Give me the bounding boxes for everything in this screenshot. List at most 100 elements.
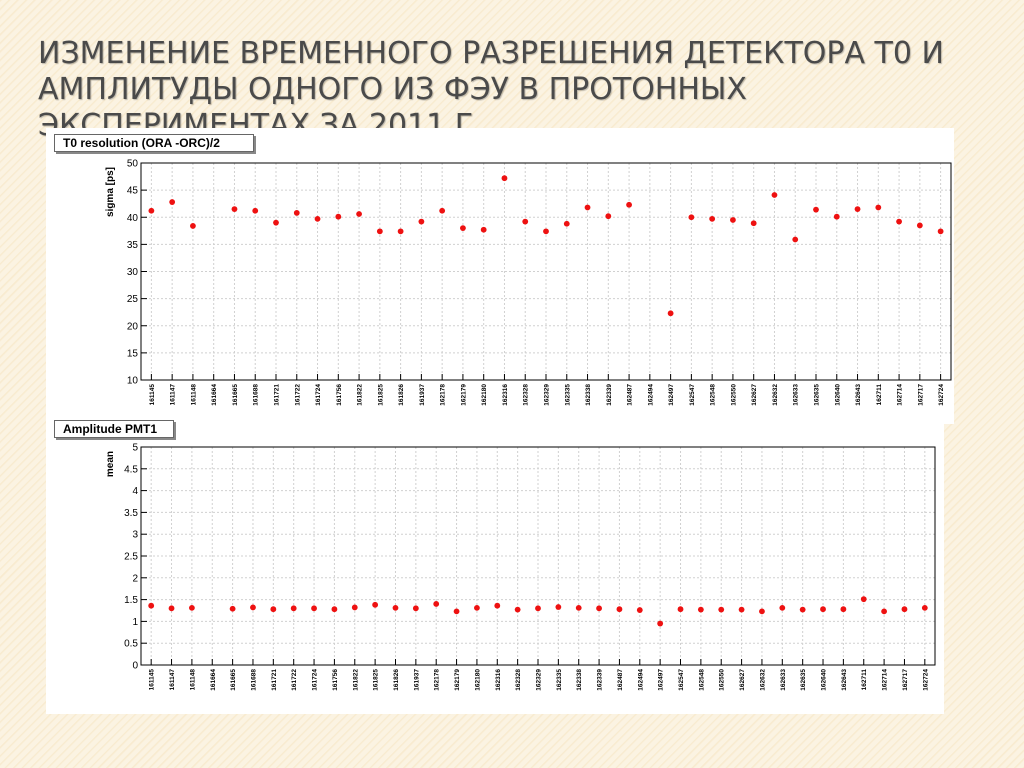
x-tick-label: 161756 bbox=[336, 384, 343, 406]
data-point bbox=[314, 215, 321, 222]
y-tick-label: 2.5 bbox=[124, 552, 138, 563]
x-tick-label: 162711 bbox=[861, 669, 868, 691]
data-point bbox=[168, 605, 175, 612]
data-point bbox=[433, 601, 440, 607]
data-point bbox=[820, 606, 826, 613]
y-tick-label: 30 bbox=[127, 267, 139, 278]
y-tick-label: 4.5 bbox=[124, 464, 138, 475]
x-tick-label: 162180 bbox=[474, 669, 481, 691]
x-tick-label: 162328 bbox=[515, 669, 522, 691]
data-point bbox=[626, 201, 632, 208]
x-tick-label: 162714 bbox=[882, 669, 889, 691]
plot-frame bbox=[140, 162, 952, 381]
x-tick-label: 161688 bbox=[250, 669, 257, 691]
data-point bbox=[657, 620, 664, 627]
data-point bbox=[896, 218, 902, 225]
x-tick-label: 162487 bbox=[627, 384, 634, 406]
y-tick-label: 3.5 bbox=[124, 508, 138, 519]
data-point bbox=[252, 207, 259, 214]
x-tick-label: 162494 bbox=[637, 669, 644, 691]
data-point bbox=[188, 604, 195, 611]
x-tick-label: 161825 bbox=[373, 669, 380, 691]
x-tick-label: 162643 bbox=[841, 669, 848, 691]
x-tick-label: 162633 bbox=[793, 384, 800, 406]
data-point bbox=[514, 606, 521, 613]
y-tick-label: 50 bbox=[127, 159, 139, 170]
data-point bbox=[718, 606, 725, 613]
x-tick-label: 162179 bbox=[454, 669, 461, 691]
x-tick-label: 162548 bbox=[710, 384, 717, 406]
x-tick-label: 161756 bbox=[332, 669, 339, 691]
chart-title: T0 resolution (ORA -ORC)/2 bbox=[54, 134, 254, 152]
x-tick-label: 161721 bbox=[271, 669, 278, 691]
x-tick-label: 162179 bbox=[460, 384, 467, 406]
plot-frame bbox=[140, 446, 936, 666]
y-tick-label: 0 bbox=[132, 661, 138, 672]
x-tick-label: 161822 bbox=[352, 669, 359, 691]
data-point bbox=[563, 220, 570, 227]
x-tick-label: 162711 bbox=[876, 384, 883, 406]
data-point bbox=[937, 228, 944, 235]
x-tick-label: 162338 bbox=[576, 669, 583, 691]
data-point bbox=[418, 218, 425, 225]
x-tick-label: 161147 bbox=[170, 384, 177, 406]
x-tick-label: 161145 bbox=[149, 384, 156, 406]
x-tick-label: 162548 bbox=[698, 669, 705, 691]
data-point bbox=[494, 602, 501, 609]
y-tick-label: 25 bbox=[127, 294, 139, 305]
amplitude-chart: 0 0.5 1 1.5 2 2.5 3 3.5 4 4.5 5 161145 161147 161148 1… bbox=[105, 443, 936, 691]
data-point bbox=[813, 206, 819, 213]
data-point bbox=[901, 606, 908, 613]
data-point bbox=[351, 604, 358, 611]
data-point bbox=[290, 605, 297, 612]
x-tick-label: 161937 bbox=[413, 669, 420, 691]
data-point bbox=[738, 606, 745, 613]
slide-title: Изменение временного разрешения детектор… bbox=[38, 36, 944, 143]
data-point bbox=[792, 236, 799, 243]
x-tick-label: 162338 bbox=[585, 384, 592, 406]
data-point bbox=[229, 605, 236, 612]
data-point bbox=[833, 213, 840, 220]
data-point bbox=[522, 218, 529, 225]
data-point bbox=[677, 606, 684, 613]
data-point bbox=[779, 604, 786, 611]
y-tick-label: 2 bbox=[132, 573, 138, 584]
data-point bbox=[555, 604, 562, 610]
y-tick-label: 40 bbox=[127, 213, 139, 224]
data-point bbox=[392, 604, 399, 611]
x-tick-label: 162643 bbox=[855, 384, 862, 406]
data-point bbox=[311, 605, 317, 612]
x-tick-label: 161665 bbox=[232, 384, 239, 406]
data-point bbox=[543, 228, 549, 235]
x-tick-label: 162329 bbox=[544, 384, 551, 406]
x-tick-label: 162717 bbox=[902, 669, 909, 691]
x-tick-label: 162635 bbox=[814, 384, 821, 406]
x-tick-label: 162178 bbox=[434, 669, 441, 691]
x-tick-label: 162497 bbox=[668, 384, 675, 406]
data-point bbox=[439, 207, 446, 214]
y-axis-label: mean bbox=[105, 451, 116, 477]
x-tick-label: 161724 bbox=[315, 384, 322, 406]
data-point bbox=[331, 606, 338, 613]
x-tick-label: 162335 bbox=[564, 384, 571, 406]
x-tick-label: 161822 bbox=[357, 384, 364, 406]
data-point bbox=[709, 215, 716, 222]
data-point bbox=[356, 211, 362, 217]
data-point bbox=[148, 207, 155, 214]
data-point bbox=[270, 606, 277, 613]
amplitude-panel: 0 0.5 1 1.5 2 2.5 3 3.5 4 4.5 5 161145 161147 161148 1… bbox=[46, 416, 944, 714]
x-tick-label: 162724 bbox=[938, 384, 945, 406]
data-point bbox=[273, 219, 279, 226]
x-tick-label: 162335 bbox=[556, 669, 563, 691]
data-point bbox=[730, 217, 736, 223]
x-tick-label: 161724 bbox=[312, 669, 319, 691]
data-point bbox=[460, 225, 466, 231]
data-point bbox=[412, 605, 419, 612]
x-tick-label: 161145 bbox=[149, 669, 156, 691]
x-tick-label: 161688 bbox=[253, 384, 260, 406]
y-tick-label: 20 bbox=[127, 321, 139, 332]
data-point bbox=[688, 214, 695, 221]
data-point bbox=[584, 204, 591, 211]
x-tick-label: 161664 bbox=[210, 669, 217, 691]
data-point bbox=[616, 606, 623, 613]
